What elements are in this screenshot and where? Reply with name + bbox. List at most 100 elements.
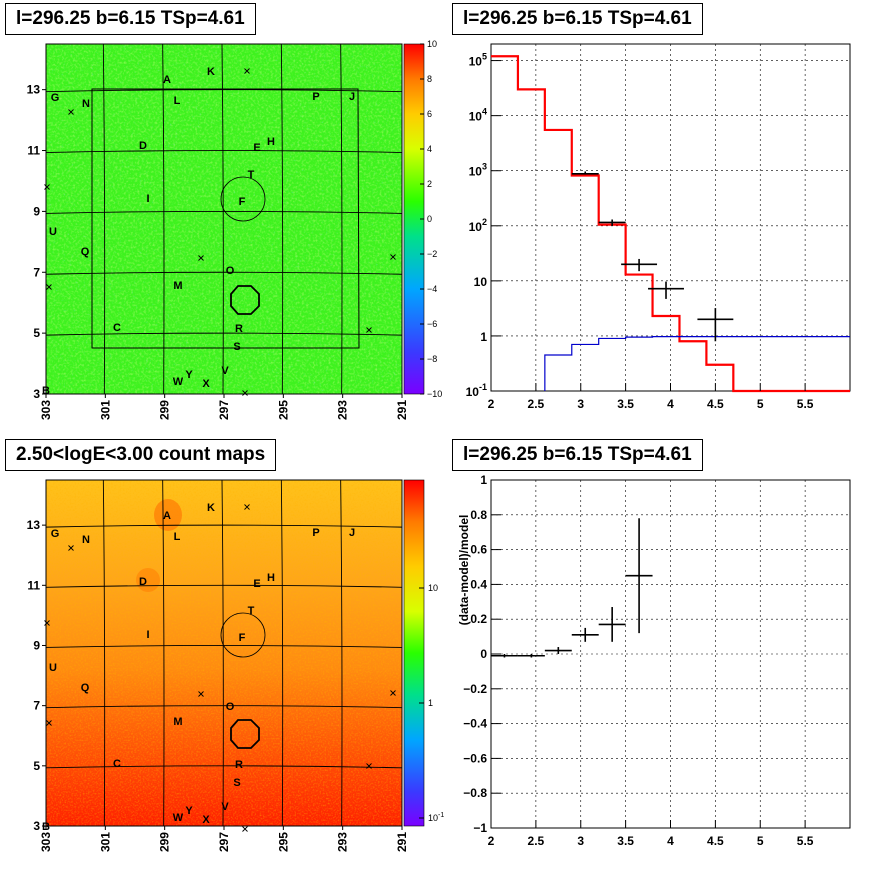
- map-source-label: N: [82, 98, 90, 110]
- spectrum-model-line: [491, 55, 850, 393]
- colorbar-tick-label: −2: [427, 249, 437, 259]
- map-y-tick-label: 5: [33, 759, 40, 773]
- spectrum-background-line: [544, 336, 850, 391]
- map-x-tick-label: 293: [336, 832, 350, 852]
- map-x-tick-label: 299: [158, 400, 172, 420]
- map-y-tick-label: 13: [27, 83, 41, 97]
- spectrum-axes: 2 2.5 3 3.5 4 4.5 5 5.5 10-1 1 10 102 103 104 105: [466, 52, 814, 411]
- map-y-tick-label: 7: [33, 699, 40, 713]
- map-source-label: T: [248, 605, 255, 617]
- map-x-tick-label: 295: [276, 400, 290, 420]
- map-source-label: S: [233, 777, 240, 789]
- map-source-label: G: [51, 528, 60, 540]
- spectrum-x-tick-label: 3: [577, 397, 584, 411]
- map-source-label: D: [139, 140, 147, 152]
- count-map-source-marker: [230, 719, 260, 749]
- spectrum-y-tick-label: 103: [469, 162, 487, 179]
- map-source-label: F: [239, 196, 246, 208]
- map-source-label: A: [163, 510, 171, 522]
- map-source-label: I: [146, 629, 149, 641]
- map-source-label: V: [221, 801, 229, 813]
- map-cross-marker: [44, 620, 50, 626]
- residual-map-source-labels: A K G N L P J D E H T I F U Q O M C RSV WYX B: [42, 66, 396, 397]
- map-y-tick-label: 11: [27, 578, 40, 592]
- map-y-tick-label: 7: [33, 265, 40, 279]
- map-parallel: [45, 524, 403, 528]
- map-cross-marker: [198, 255, 204, 261]
- map-source-label: M: [173, 716, 182, 728]
- map-parallel: [45, 210, 403, 214]
- residual-map-roi-box: [91, 88, 360, 349]
- residuals-panel: 2 2.5 3 3.5 4 4.5 5 5.5 −1 −0.8 −0.6 −0.4 −0.2 0 0.2 0.…: [457, 473, 851, 848]
- map-source-label: M: [173, 280, 182, 292]
- map-source-label: C: [113, 758, 121, 770]
- spectrum-y-tick-label: 10-1: [466, 382, 487, 399]
- map-source-label: D: [139, 576, 147, 588]
- colorbar-tick-label: −8: [427, 354, 437, 364]
- map-cross-marker: [46, 720, 52, 726]
- map-source-label: J: [349, 527, 355, 539]
- map-x-tick-label: 301: [98, 832, 112, 852]
- map-source-label: W: [173, 376, 184, 388]
- residuals-x-tick-label: 2.5: [528, 834, 545, 848]
- map-source-label: J: [349, 91, 355, 103]
- map-parallel: [45, 584, 403, 588]
- map-cross-marker: [68, 109, 74, 115]
- colorbar-tick-label: 6: [427, 109, 432, 119]
- colorbar-tick-label: −10: [427, 389, 442, 399]
- residuals-axes: 2 2.5 3 3.5 4 4.5 5 5.5 −1 −0.8 −0.6 −0.4 −0.2 0 0.2 0.…: [457, 473, 814, 848]
- residuals-y-tick-label: −1: [473, 821, 487, 835]
- colorbar-tick-label: 4: [427, 144, 432, 154]
- map-cross-marker: [46, 284, 52, 290]
- map-meridian: [340, 479, 343, 827]
- residual-map-colorbar-ticks: 10 8 6 4 2 0 −2 −4 −6 −8 −10: [420, 39, 442, 399]
- map-source-label: L: [174, 531, 181, 543]
- count-map-noise: [46, 480, 402, 826]
- map-parallel: [45, 705, 403, 709]
- spectrum-plot-area: [490, 43, 851, 392]
- residuals-y-tick-label: 0.6: [470, 543, 487, 557]
- map-cross-marker: [44, 184, 50, 190]
- map-source-label: C: [113, 322, 121, 334]
- spectrum-series: [491, 55, 850, 393]
- map-y-tick-label: 11: [27, 144, 40, 158]
- map-y-tick-label: 3: [33, 819, 40, 833]
- map-x-tick-label: 291: [395, 832, 409, 852]
- count-map-hotspot-a: [154, 499, 182, 531]
- colorbar-tick-label: −4: [427, 284, 437, 294]
- map-y-tick-label: 3: [33, 387, 40, 401]
- map-y-tick-label: 5: [33, 326, 40, 340]
- spectrum-y-tick-label: 105: [469, 52, 487, 69]
- map-source-label: Q: [81, 682, 90, 694]
- residual-map-axes: 303 301 299 297 295 293 291 3 5 7 9 11 13: [27, 83, 409, 420]
- map-source-label: L: [174, 95, 181, 107]
- map-x-tick-label: 297: [217, 832, 231, 852]
- residuals-series: [491, 518, 653, 658]
- residuals-x-tick-label: 4.5: [707, 834, 724, 848]
- map-source-label: N: [82, 534, 90, 546]
- spectrum-y-tick-label: 102: [469, 217, 487, 234]
- residual-map-panel: A K G N L P J D E H T I F U Q O M C RSV WYX B 10 8 6 4 2 0 −2 −4 −6 −…: [27, 39, 443, 420]
- map-source-label: O: [226, 701, 235, 713]
- colorbar-tick-label: 1: [428, 698, 433, 708]
- map-parallel: [45, 332, 403, 336]
- residuals-x-tick-label: 2: [488, 834, 495, 848]
- map-x-tick-label: 303: [39, 400, 53, 420]
- residuals-y-tick-label: −0.6: [463, 751, 487, 765]
- colorbar-tick-label: 0: [427, 214, 432, 224]
- map-source-label: G: [51, 92, 60, 104]
- residuals-y-tick-label: 0.2: [470, 612, 487, 626]
- map-cross-marker: [366, 327, 372, 333]
- spectrum-y-tick-label: 104: [469, 107, 487, 124]
- map-source-label: H: [267, 136, 275, 148]
- map-cross-marker: [68, 545, 74, 551]
- residuals-grid: [491, 480, 850, 828]
- residual-map-title: l=296.25 b=6.15 TSp=4.61: [5, 3, 256, 35]
- spectrum-x-tick-label: 2.5: [528, 397, 545, 411]
- map-x-tick-label: 293: [336, 400, 350, 420]
- map-cross-marker: [390, 254, 396, 260]
- residuals-x-tick-label: 3.5: [617, 834, 634, 848]
